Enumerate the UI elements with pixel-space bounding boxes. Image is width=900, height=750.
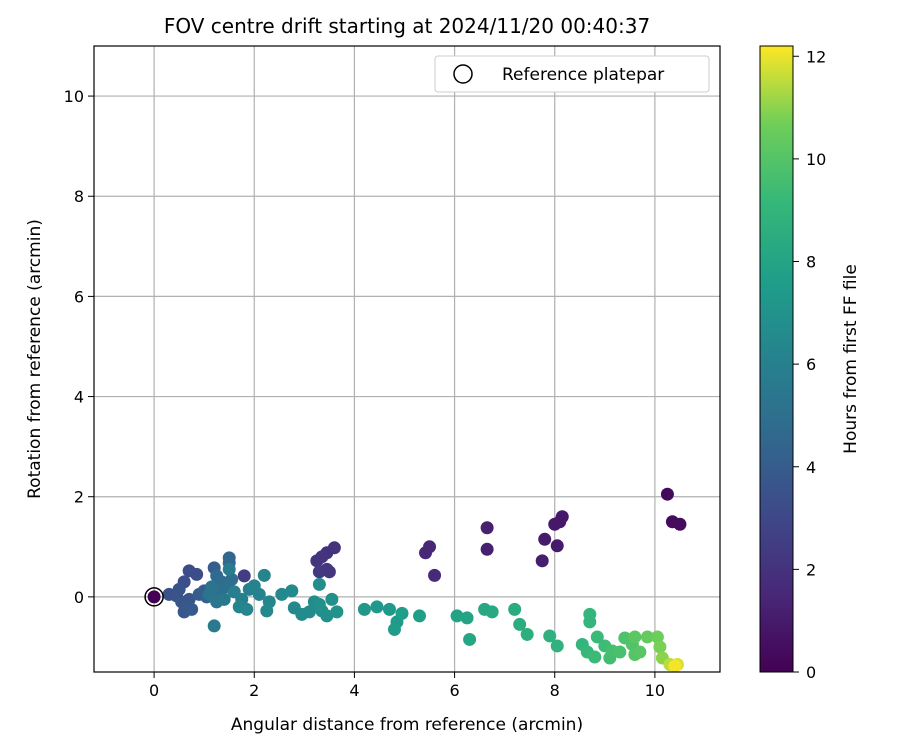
data-point xyxy=(520,627,534,641)
data-point xyxy=(370,600,384,614)
colorbar-tick-label: 4 xyxy=(806,458,816,477)
data-point xyxy=(413,609,427,623)
x-tick-label: 4 xyxy=(349,681,359,700)
x-tick-label: 2 xyxy=(249,681,259,700)
grid xyxy=(94,46,720,672)
data-point xyxy=(508,602,522,616)
y-tick-label: 0 xyxy=(74,588,84,607)
data-point xyxy=(217,592,231,606)
data-point xyxy=(590,630,604,644)
data-point xyxy=(312,577,326,591)
y-axis-label: Rotation from reference (arcmin) xyxy=(25,219,45,499)
data-point xyxy=(550,639,564,653)
data-point xyxy=(395,606,409,620)
x-tick-label: 0 xyxy=(149,681,159,700)
data-point xyxy=(653,640,667,654)
legend-marker-icon xyxy=(453,64,473,84)
data-point xyxy=(538,532,552,546)
data-point xyxy=(660,487,674,501)
data-point xyxy=(207,619,221,633)
data-point xyxy=(312,597,326,611)
colorbar-label: Hours from first FF file xyxy=(841,264,861,454)
data-point xyxy=(628,630,642,644)
data-point xyxy=(633,645,647,659)
colorbar-tick-label: 0 xyxy=(806,663,816,682)
data-point xyxy=(325,592,339,606)
data-point xyxy=(548,517,562,531)
data-point xyxy=(147,590,161,604)
data-point xyxy=(583,615,597,629)
reference-point xyxy=(144,587,164,607)
data-point xyxy=(640,630,654,644)
data-point xyxy=(613,645,627,659)
y-tick-label: 6 xyxy=(74,287,84,306)
legend: Reference platepar xyxy=(434,55,710,93)
x-tick-label: 6 xyxy=(449,681,459,700)
data-point xyxy=(310,554,324,568)
data-point xyxy=(190,567,204,581)
data-point xyxy=(382,602,396,616)
legend-entry-label: Reference platepar xyxy=(502,65,664,85)
data-point xyxy=(535,554,549,568)
x-axis-ticks: 0 2 4 6 8 10 xyxy=(149,672,665,700)
colorbar-tick-label: 6 xyxy=(806,355,816,374)
data-point xyxy=(485,605,499,619)
x-tick-label: 10 xyxy=(645,681,665,700)
x-tick-label: 8 xyxy=(550,681,560,700)
data-point xyxy=(312,565,326,579)
data-point xyxy=(252,587,266,601)
reference-marker xyxy=(144,587,164,607)
chart-title: FOV centre drift starting at 2024/11/20 … xyxy=(164,14,650,38)
colorbar-ticks: 0 2 4 6 8 10 12 xyxy=(793,47,826,682)
data-point xyxy=(285,584,299,598)
data-point xyxy=(222,562,236,576)
data-point xyxy=(463,632,477,646)
data-point xyxy=(450,609,464,623)
data-point xyxy=(330,605,344,619)
data-point xyxy=(260,604,274,618)
data-point xyxy=(588,650,602,664)
data-point xyxy=(357,602,371,616)
data-point xyxy=(185,602,199,616)
data-point xyxy=(668,659,682,672)
y-axis-ticks: 0 2 4 6 8 10 xyxy=(64,87,94,607)
data-point xyxy=(550,539,564,553)
colorbar: 0 2 4 6 8 10 12 Hours from first FF file xyxy=(759,45,861,682)
colorbar-tick-label: 2 xyxy=(806,560,816,579)
data-point xyxy=(387,622,401,636)
y-tick-label: 4 xyxy=(74,388,84,407)
data-point xyxy=(419,546,433,560)
y-tick-label: 2 xyxy=(74,488,84,507)
data-point xyxy=(322,565,336,579)
colorbar-gradient xyxy=(759,45,794,673)
plot-frame xyxy=(93,45,721,673)
data-points xyxy=(147,487,687,672)
data-point xyxy=(480,521,494,535)
y-tick-label: 8 xyxy=(74,187,84,206)
data-point xyxy=(237,569,251,583)
x-axis-label: Angular distance from reference (arcmin) xyxy=(231,715,583,735)
data-point xyxy=(302,605,316,619)
legend-box xyxy=(434,55,710,93)
y-tick-label: 10 xyxy=(64,87,84,106)
data-point xyxy=(650,630,664,644)
data-point xyxy=(240,602,254,616)
data-point xyxy=(543,629,557,643)
data-point xyxy=(673,517,687,531)
data-point xyxy=(480,542,494,556)
data-point xyxy=(513,617,527,631)
colorbar-tick-label: 12 xyxy=(806,47,826,66)
colorbar-tick-label: 8 xyxy=(806,253,816,272)
data-point xyxy=(275,587,289,601)
data-point xyxy=(320,609,334,623)
colorbar-tick-label: 10 xyxy=(806,150,826,169)
data-point xyxy=(257,568,271,582)
data-point xyxy=(460,611,474,625)
data-point xyxy=(428,568,442,582)
